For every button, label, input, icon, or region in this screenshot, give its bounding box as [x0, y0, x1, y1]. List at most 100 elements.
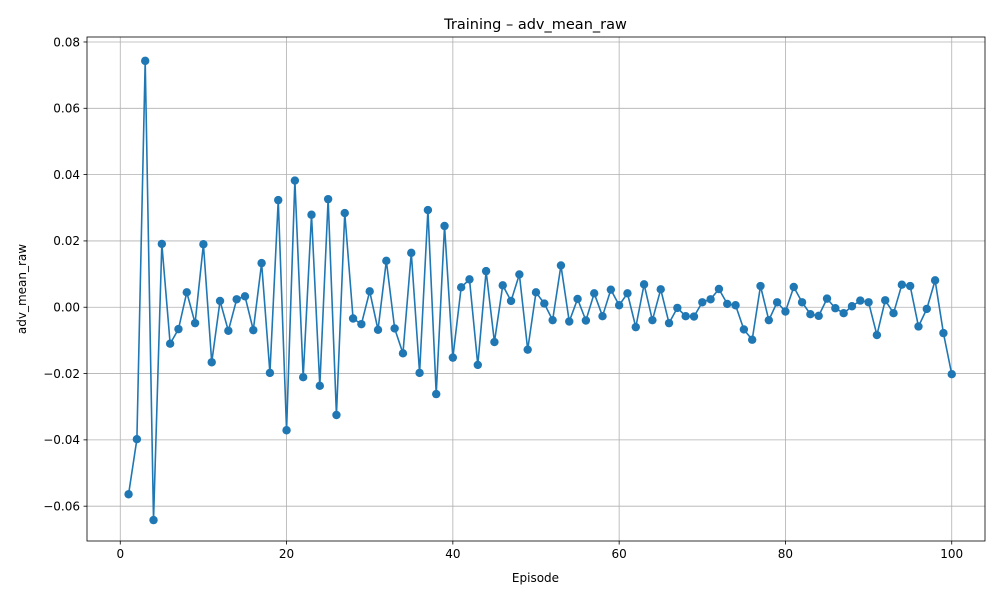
data-point — [199, 240, 208, 249]
data-point — [556, 261, 566, 270]
data-point — [257, 258, 266, 268]
data-point — [681, 311, 690, 321]
data-point — [789, 282, 798, 292]
data-point — [947, 370, 956, 379]
x-tick-label: 60 — [612, 547, 627, 561]
data-point — [606, 285, 616, 294]
data-point — [282, 426, 291, 435]
data-point — [149, 515, 158, 525]
data-point — [631, 322, 640, 332]
data-point — [656, 285, 665, 294]
data-point — [207, 358, 216, 367]
data-point — [531, 288, 541, 297]
data-point — [639, 280, 649, 289]
data-point — [448, 353, 458, 362]
data-point — [323, 194, 333, 204]
y-tick-label: 0.06 — [53, 102, 80, 116]
data-point — [215, 296, 225, 306]
data-point — [881, 296, 890, 305]
y-axis-label: adv_mean_raw — [15, 244, 29, 334]
data-point — [357, 319, 366, 329]
data-point — [240, 292, 250, 301]
data-point — [756, 281, 765, 291]
data-point — [315, 381, 325, 391]
data-point — [739, 325, 749, 334]
data-point — [847, 302, 857, 311]
data-point — [831, 304, 840, 313]
data-point — [523, 345, 532, 354]
x-axis: 0 20 40 60 80 100 — [116, 541, 963, 561]
y-tick-label: 0.00 — [53, 301, 80, 315]
data-point — [515, 270, 524, 279]
data-point — [714, 284, 724, 294]
data-point — [415, 368, 424, 378]
data-point — [274, 195, 283, 205]
data-point — [914, 322, 923, 331]
data-point — [365, 287, 374, 296]
y-tick-label: 0.08 — [53, 35, 80, 49]
data-point — [307, 210, 316, 219]
data-point — [664, 318, 674, 328]
data-point — [290, 176, 300, 185]
y-tick-label: −0.04 — [43, 433, 80, 447]
data-point — [747, 335, 757, 344]
data-point — [465, 275, 474, 284]
data-point — [407, 248, 416, 258]
data-point — [332, 410, 341, 420]
data-point — [839, 309, 848, 318]
x-axis-label: Episode — [512, 571, 559, 585]
x-tick-label: 80 — [778, 547, 793, 561]
x-tick-label: 100 — [940, 547, 963, 561]
data-point — [456, 283, 466, 292]
data-point — [822, 294, 832, 303]
data-point — [390, 324, 399, 333]
data-point — [481, 266, 491, 276]
data-point — [864, 298, 873, 307]
data-point — [930, 276, 940, 285]
data-point — [814, 311, 823, 321]
data-point — [432, 389, 441, 399]
data-point — [340, 208, 349, 218]
data-point — [182, 288, 191, 297]
data-point — [165, 339, 175, 348]
data-point — [498, 281, 507, 290]
data-point — [723, 299, 732, 309]
data-point — [781, 307, 790, 316]
data-point — [673, 303, 682, 313]
data-point — [806, 310, 815, 319]
data-point — [423, 205, 433, 215]
y-tick-label: 0.02 — [53, 234, 80, 248]
data-point — [174, 324, 183, 334]
data-point — [548, 315, 557, 325]
x-tick-label: 20 — [279, 547, 294, 561]
data-point — [648, 315, 657, 325]
data-point — [506, 296, 516, 306]
data-point — [590, 289, 599, 298]
data-point — [872, 330, 882, 340]
data-point — [190, 318, 200, 328]
data-point — [440, 221, 449, 231]
y-tick-label: 0.04 — [53, 168, 80, 182]
data-point — [698, 298, 707, 307]
data-point — [540, 299, 549, 308]
data-point — [581, 316, 591, 325]
series-adv-mean-raw — [124, 56, 956, 525]
y-tick-label: −0.02 — [43, 367, 80, 381]
data-point — [382, 256, 391, 266]
x-tick-label: 0 — [116, 547, 124, 561]
data-point — [132, 435, 142, 444]
data-point — [623, 289, 632, 298]
data-point — [157, 239, 167, 249]
chart-title: Training – adv_mean_raw — [443, 17, 627, 33]
data-point — [772, 298, 782, 307]
x-tick-label: 40 — [445, 547, 460, 561]
data-point — [265, 368, 275, 378]
data-point — [373, 325, 383, 334]
data-point — [565, 317, 574, 326]
data-point — [797, 298, 807, 307]
data-point — [490, 337, 499, 347]
data-point — [731, 301, 740, 310]
plot-frame — [86, 36, 986, 542]
data-point — [249, 325, 258, 335]
